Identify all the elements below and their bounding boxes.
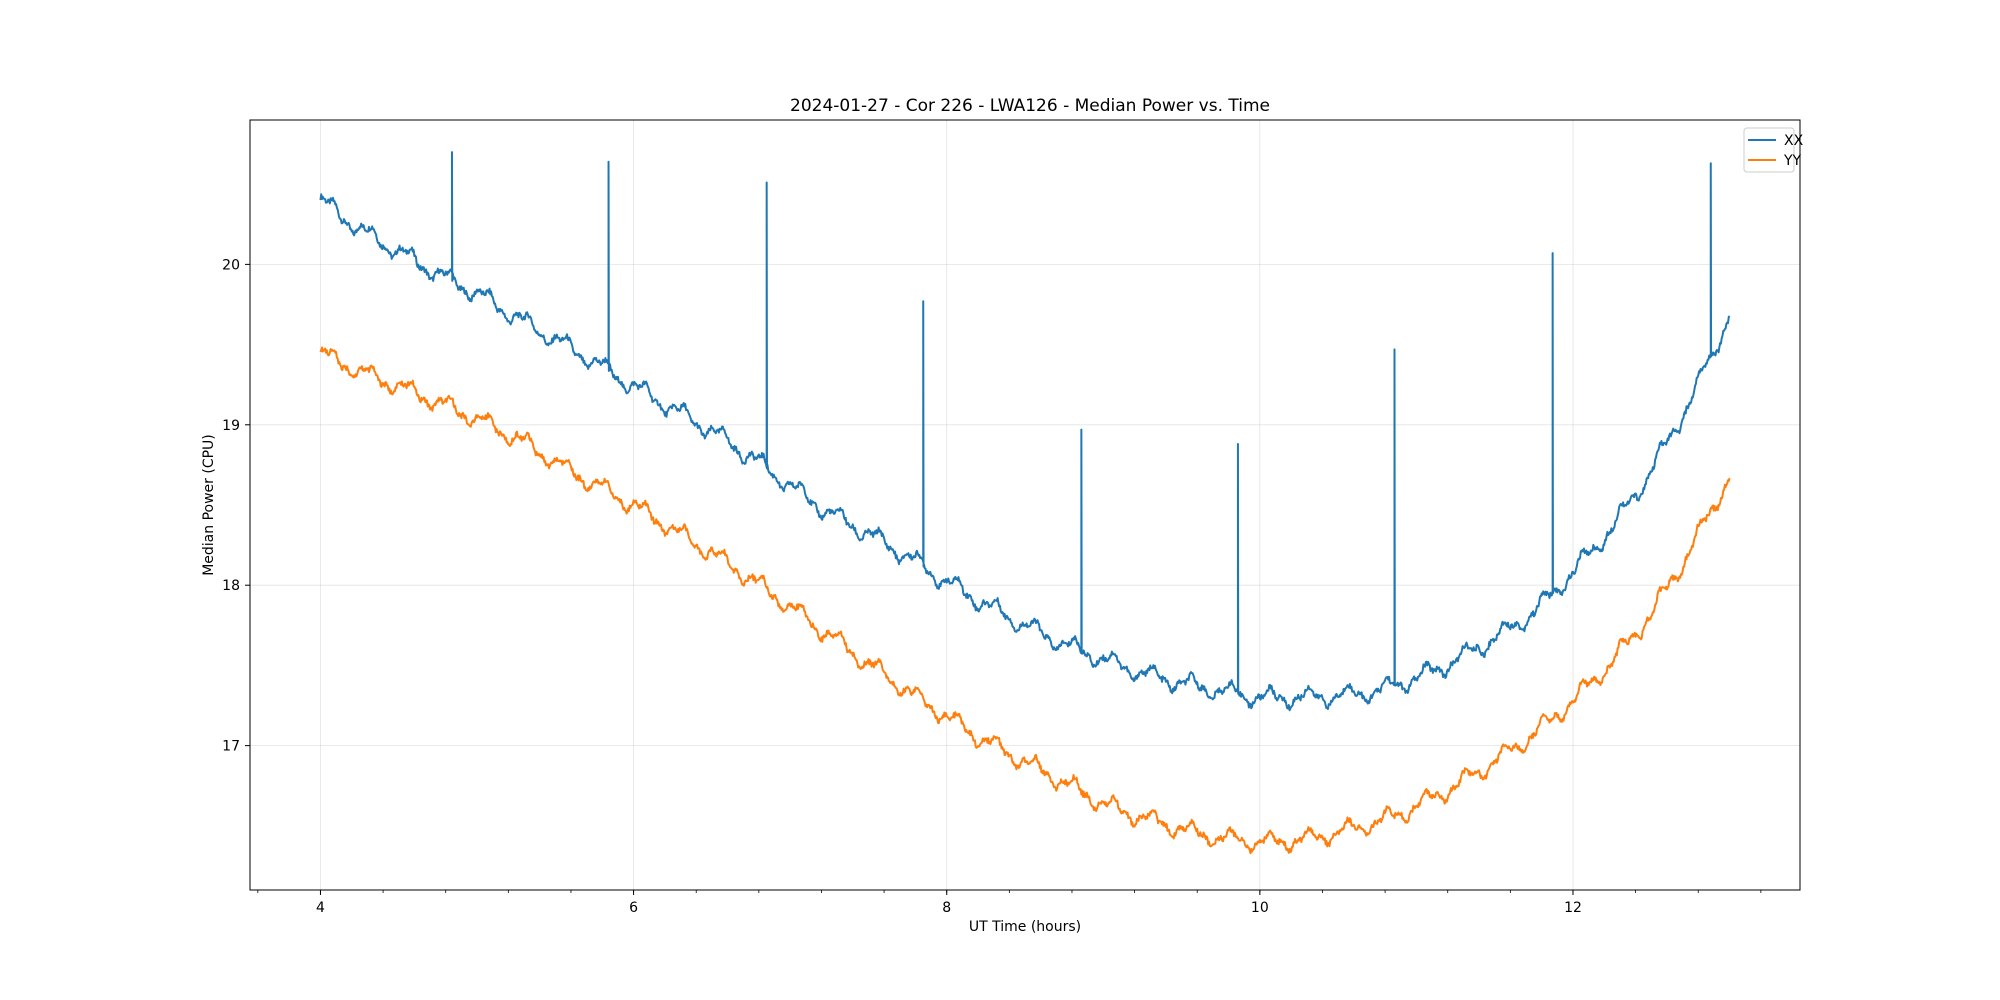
chart-title: 2024-01-27 - Cor 226 - LWA126 - Median P…	[790, 96, 1270, 116]
x-tick-label: 10	[1251, 900, 1269, 916]
y-tick-label: 20	[222, 257, 240, 273]
y-tick-label: 19	[222, 418, 240, 434]
y-tick-label: 18	[222, 578, 240, 594]
series-line-yy	[319, 346, 1731, 855]
plot-frame	[249, 119, 1801, 891]
y-tick-label: 17	[222, 739, 240, 755]
grid-lines	[250, 120, 1800, 890]
x-tick-label: 12	[1564, 900, 1582, 916]
x-axis-label: UT Time (hours)	[969, 919, 1081, 935]
x-tick-label: 8	[942, 900, 951, 916]
x-tick-label: 6	[629, 900, 638, 916]
legend-label-yy: YY	[1783, 153, 1802, 169]
y-axis-label: Median Power (CPU)	[201, 434, 217, 576]
legend: XX YY	[1743, 127, 1804, 173]
series-lines	[319, 151, 1731, 855]
x-tick-label: 4	[316, 900, 325, 916]
axis-ticks: 4 6 8 10 12 17 18 19 20	[222, 257, 1762, 916]
series-line-xx	[319, 151, 1731, 712]
legend-label-xx: XX	[1784, 133, 1804, 149]
